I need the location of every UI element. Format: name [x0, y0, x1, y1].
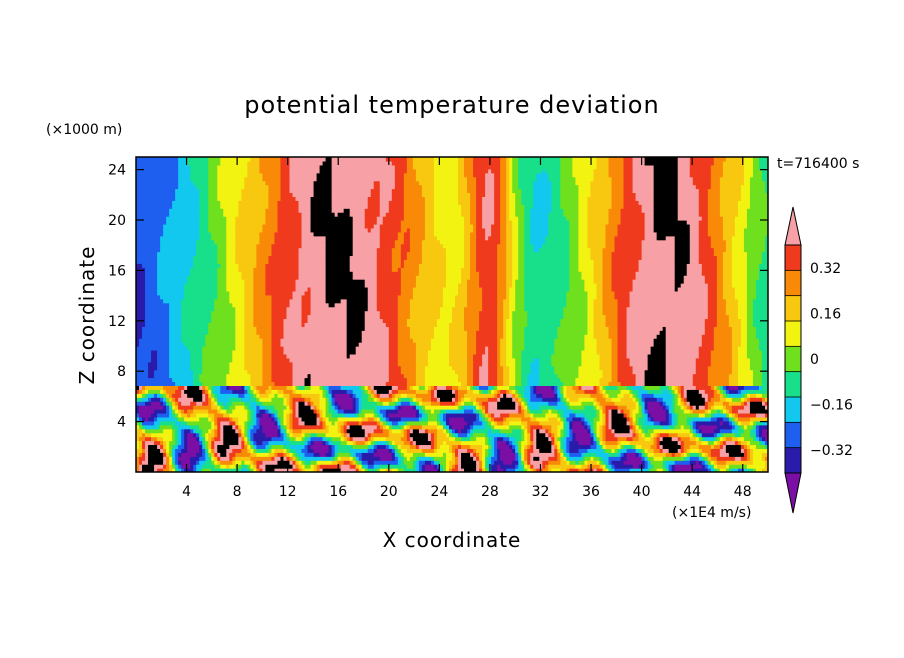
x-tick-label: 20 [380, 484, 398, 500]
x-axis-label: X coordinate [383, 528, 522, 552]
colorbar-bin [785, 346, 801, 372]
y-tick-label: 24 [108, 163, 126, 179]
y-tick-label: 4 [117, 415, 126, 431]
colorbar-tick-label: 0 [810, 352, 819, 368]
colorbar-bin [785, 321, 801, 347]
x-tick-label: 44 [683, 484, 701, 500]
colorbar-tick-label: 0.16 [810, 306, 841, 322]
colorbar-bin [785, 397, 801, 423]
colorbar-tick-label: 0.32 [810, 261, 841, 277]
y-unit-label: (×1000 m) [46, 122, 122, 138]
x-tick-label: 28 [481, 484, 499, 500]
y-tick-label: 20 [108, 213, 126, 229]
x-tick-label: 40 [633, 484, 651, 500]
contour-field [136, 157, 769, 473]
x-tick-label: 4 [182, 484, 191, 500]
x-tick-label: 32 [532, 484, 550, 500]
x-tick-label: 12 [279, 484, 297, 500]
colorbar-tick-label: −0.32 [810, 443, 853, 459]
colorbar-bin [785, 270, 801, 296]
x-tick-label: 8 [233, 484, 242, 500]
time-label: t=716400 s [777, 156, 859, 172]
y-tick-label: 8 [117, 364, 126, 380]
colorbar-tick-label: −0.16 [810, 398, 853, 414]
y-tick-label: 16 [108, 263, 126, 279]
x-tick-label: 16 [329, 484, 347, 500]
chart-title: potential temperature deviation [244, 91, 659, 119]
y-tick-label: 12 [108, 314, 126, 330]
colorbar-bin [785, 296, 801, 322]
x-tick-label: 24 [430, 484, 448, 500]
x-tick-label: 36 [582, 484, 600, 500]
x-unit-label: (×1E4 m/s) [672, 505, 751, 521]
colorbar: 0.32 0.16 0 −0.16 −0.32 [785, 207, 853, 513]
colorbar-bin [785, 372, 801, 398]
x-tick-label: 48 [734, 484, 752, 500]
colorbar-bin [785, 422, 801, 448]
colorbar-bin [785, 245, 801, 271]
colorbar-extend-bottom [785, 473, 801, 513]
colorbar-extend-top [785, 207, 801, 245]
colorbar-bin [785, 448, 801, 474]
y-axis-label: Z coordinate [75, 246, 99, 385]
